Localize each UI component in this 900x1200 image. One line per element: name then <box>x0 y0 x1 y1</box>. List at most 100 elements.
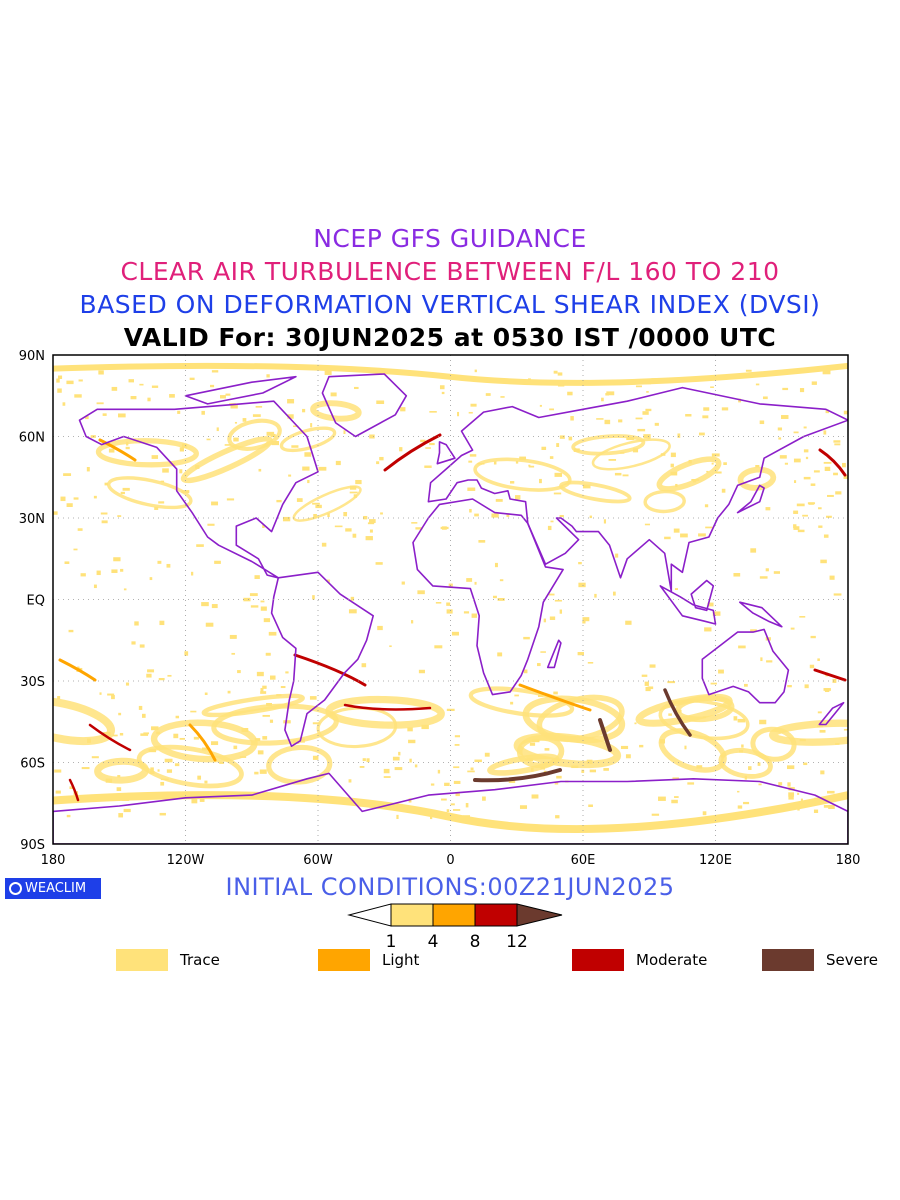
trace-speck <box>414 764 418 768</box>
trace-speck <box>457 411 460 417</box>
trace-speck <box>396 814 399 819</box>
trace-speck <box>276 694 282 697</box>
trace-speck <box>134 621 139 626</box>
trace-speck <box>362 758 366 762</box>
trace-speck <box>710 386 714 388</box>
trace-speck <box>260 606 267 611</box>
trace-speck <box>799 739 806 742</box>
trace-speck <box>453 780 461 784</box>
trace-speck <box>66 380 74 385</box>
trace-speck <box>230 636 236 639</box>
trace-speck <box>288 474 292 477</box>
trace-speck <box>500 396 505 398</box>
trace-speck <box>688 459 692 464</box>
trace-speck <box>149 577 153 581</box>
trace-speck <box>581 769 585 773</box>
trace-speck <box>803 476 811 480</box>
trace-speck <box>345 528 352 532</box>
trace-speck <box>266 374 270 378</box>
trace-speck <box>470 403 477 407</box>
trace-speck <box>269 719 274 723</box>
trace-speck <box>302 408 306 413</box>
trace-speck <box>696 765 703 769</box>
longitude-labels: 180 120W 60W 0 60E 120E 180 <box>41 853 861 868</box>
trace-speck <box>637 428 646 432</box>
trace-speck <box>548 593 555 596</box>
trace-speck <box>540 651 546 653</box>
trace-speck <box>718 669 724 674</box>
trace-speck <box>698 533 706 537</box>
trace-speck <box>233 745 238 750</box>
trace-speck <box>282 516 291 522</box>
trace-speck <box>454 744 460 746</box>
trace-speck <box>81 767 90 770</box>
trace-speck <box>654 422 659 426</box>
trace-speck <box>781 415 789 419</box>
trace-speck <box>664 536 671 540</box>
trace-speck <box>692 479 697 483</box>
trace-speck <box>398 751 401 756</box>
trace-speck <box>788 796 794 800</box>
trace-speck <box>809 664 815 669</box>
trace-speck <box>181 443 188 448</box>
turbulence-band <box>473 457 572 492</box>
trace-speck <box>400 407 406 412</box>
trace-speck <box>450 803 455 806</box>
trace-speck <box>668 713 672 716</box>
trace-speck <box>497 652 503 657</box>
coastline-south-america <box>270 571 374 747</box>
trace-speck <box>111 569 118 573</box>
trace-speck <box>834 443 841 446</box>
trace-speck <box>702 811 707 816</box>
trace-speck <box>744 683 748 687</box>
trace-speck <box>231 652 236 655</box>
trace-speck <box>254 771 259 775</box>
trace-speck <box>280 686 286 689</box>
trace-speck <box>266 702 272 707</box>
trace-speck <box>674 588 678 590</box>
trace-speck <box>234 421 238 424</box>
legend-item-moderate: Moderate <box>572 949 707 971</box>
trace-speck <box>287 414 294 419</box>
trace-speck <box>62 402 66 406</box>
trace-speck <box>326 579 330 583</box>
trace-speck <box>703 407 710 411</box>
trace-speck <box>241 728 249 732</box>
trace-speck <box>173 733 179 739</box>
trace-speck <box>741 744 744 748</box>
trace-speck <box>766 660 773 663</box>
trace-speck <box>823 534 829 538</box>
trace-speck <box>759 420 765 425</box>
trace-speck <box>620 745 629 750</box>
trace-speck <box>415 527 423 530</box>
trace-speck <box>843 475 848 479</box>
turbulence-band <box>325 695 445 729</box>
trace-speck <box>230 404 238 409</box>
trace-speck <box>799 388 805 393</box>
turbulence-band <box>571 434 646 456</box>
trace-speck <box>285 671 289 674</box>
trace-speck <box>128 379 134 383</box>
trace-speck <box>468 411 473 414</box>
colorbar-ticks: 1 4 8 12 <box>386 932 528 950</box>
coastline-uk <box>436 441 456 465</box>
trace-speck <box>523 636 530 640</box>
trace-speck <box>796 503 805 507</box>
trace-speck <box>57 388 62 393</box>
trace-speck <box>807 502 816 505</box>
trace-speck <box>130 396 137 400</box>
trace-speck <box>131 641 136 645</box>
trace-speck <box>833 593 842 596</box>
trace-speck <box>824 466 831 471</box>
legend-swatch <box>318 949 370 971</box>
trace-speck <box>793 524 797 529</box>
trace-speck <box>514 694 519 697</box>
trace-speck <box>166 769 173 773</box>
trace-speck <box>823 461 832 464</box>
trace-speck <box>309 696 317 700</box>
trace-speck <box>379 456 384 461</box>
jet-streak <box>473 768 562 783</box>
trace-speck <box>361 663 367 668</box>
trace-speck <box>206 438 211 441</box>
trace-speck <box>843 410 848 415</box>
